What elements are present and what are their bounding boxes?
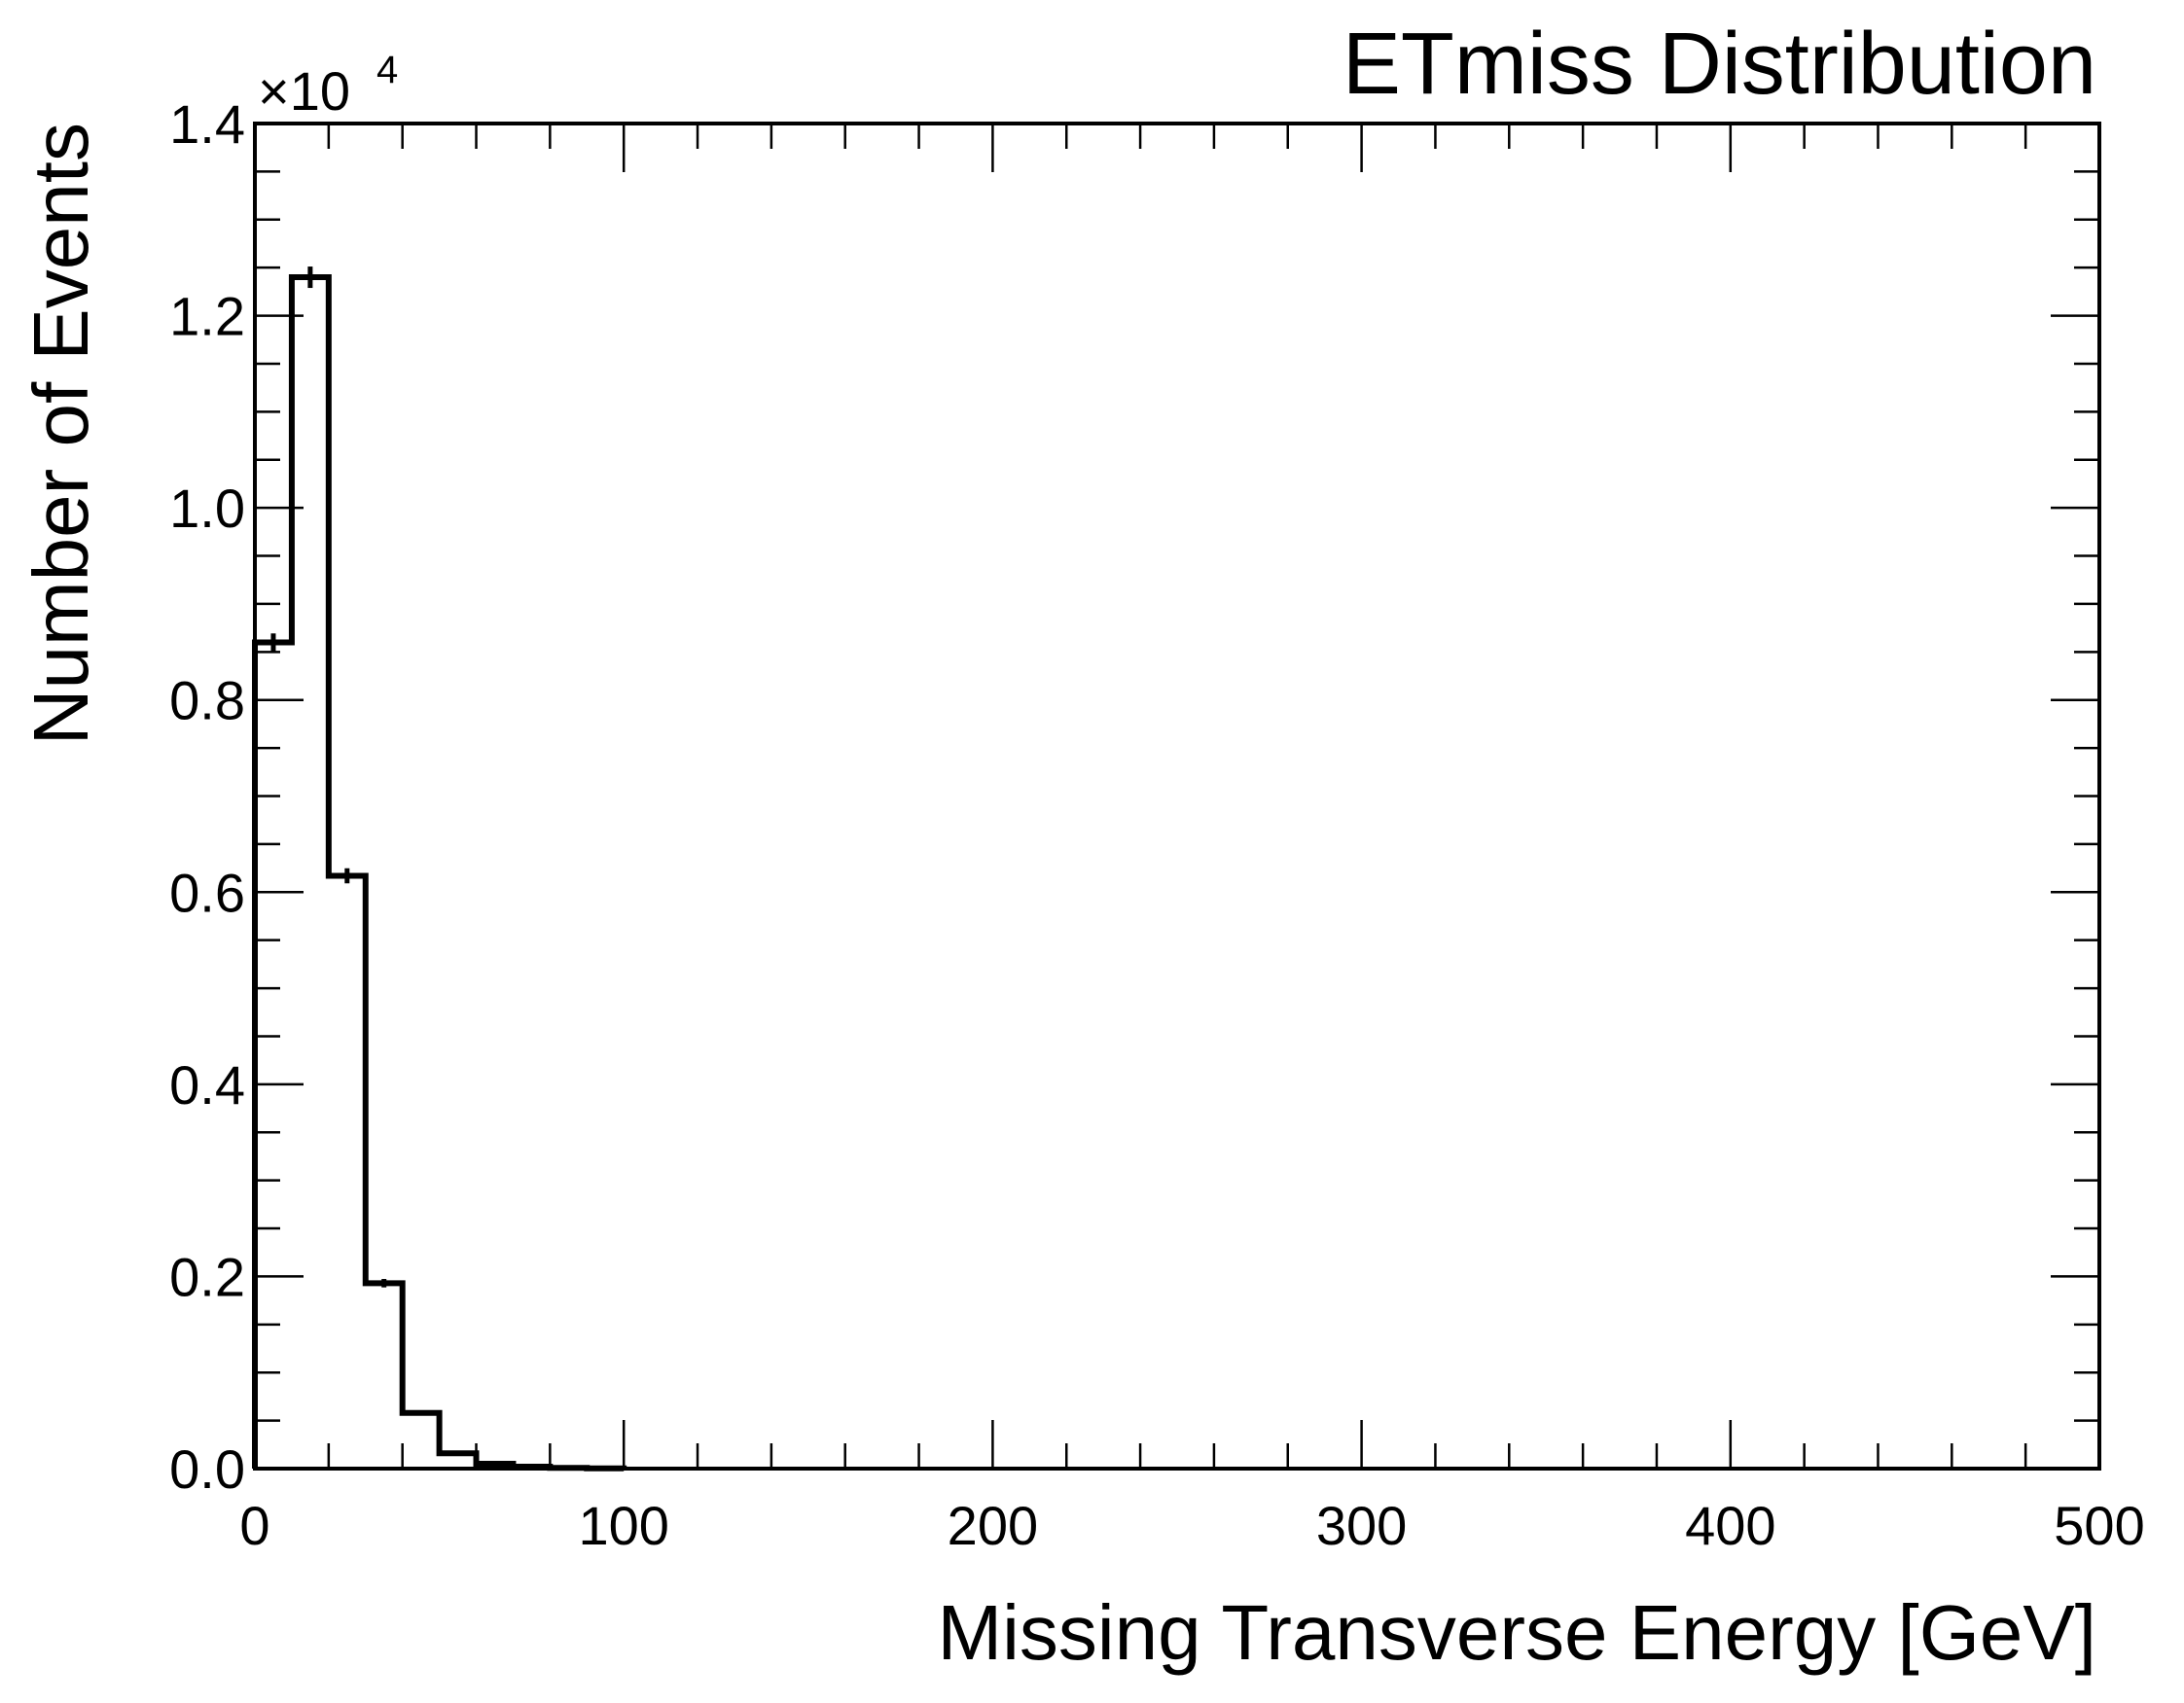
y-multiplier-label: ×10 — [258, 60, 350, 122]
y-tick-label: 0.0 — [169, 1438, 245, 1500]
y-multiplier: ×10 4 — [258, 49, 398, 122]
x-tick-label: 100 — [578, 1495, 668, 1556]
histogram-bin — [292, 277, 329, 1469]
histogram-series — [255, 277, 624, 1469]
y-axis-label: Number of Events — [18, 123, 104, 745]
histogram-bin — [255, 642, 292, 1469]
y-tick-label: 0.2 — [169, 1246, 245, 1307]
y-tick-label: 1.4 — [169, 93, 245, 155]
x-tick-label: 0 — [239, 1495, 269, 1556]
x-axis-label: Missing Transverse Energy [GeV] — [937, 1589, 2096, 1676]
y-tick-label: 0.8 — [169, 670, 245, 731]
x-tick-label: 300 — [1316, 1495, 1407, 1556]
axis-ticks — [255, 124, 2099, 1469]
y-tick-label: 0.6 — [169, 862, 245, 923]
y-multiplier-exponent: 4 — [376, 49, 398, 91]
x-tick-labels: 0 100 200 300 400 500 — [239, 1495, 2144, 1556]
x-tick-label: 200 — [948, 1495, 1038, 1556]
x-tick-label: 500 — [2054, 1495, 2144, 1556]
histogram-bin — [403, 1413, 440, 1469]
y-tick-label: 1.2 — [169, 286, 245, 347]
histogram-bin — [366, 1283, 403, 1469]
y-tick-label: 0.4 — [169, 1054, 245, 1116]
histogram-bin — [329, 875, 366, 1469]
histogram-outline — [255, 277, 624, 1469]
plot-frame — [255, 124, 2099, 1469]
x-tick-label: 400 — [1685, 1495, 1775, 1556]
error-bars — [273, 266, 605, 1469]
chart-title: ETmiss Distribution — [1343, 16, 2096, 113]
y-tick-label: 1.0 — [169, 478, 245, 539]
y-tick-labels: 0.0 0.2 0.4 0.6 0.8 1.0 1.2 1.4 — [169, 93, 245, 1500]
